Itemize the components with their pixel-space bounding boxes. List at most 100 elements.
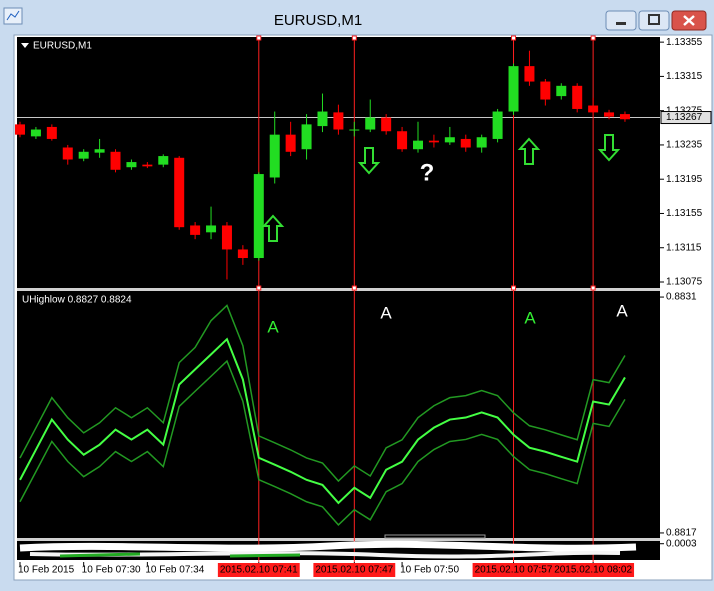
x-label-highlight — [552, 563, 635, 577]
indicator-title: UHighlow 0.8827 0.8824 — [22, 295, 132, 306]
panel-separator — [17, 288, 660, 291]
annotation: A — [524, 308, 536, 327]
candle-body — [556, 85, 567, 97]
candle-body — [78, 151, 89, 159]
y-tick-label: 0.8817 — [666, 528, 697, 539]
x-label-highlight — [472, 563, 555, 577]
vertical-line-anchor — [590, 35, 596, 41]
candle-body — [46, 126, 57, 139]
indicator-line — [19, 337, 626, 505]
minimize-icon — [616, 22, 626, 25]
candle-body — [174, 157, 185, 228]
candle-body — [492, 111, 503, 139]
indicator-panel — [17, 291, 660, 538]
window-buttons — [605, 10, 707, 31]
vertical-line-anchor — [256, 35, 262, 41]
candle-body — [221, 225, 232, 250]
candle-body — [142, 164, 153, 167]
current-price-box — [660, 111, 712, 125]
candle-body — [110, 151, 121, 170]
candle-body — [317, 111, 328, 127]
vertical-line-anchor — [511, 35, 517, 41]
chart-symbol-title: EURUSD,M1 — [33, 41, 92, 52]
restore-button[interactable] — [638, 10, 670, 31]
candle-body — [206, 225, 217, 233]
candle-body — [428, 140, 439, 143]
candle-body — [588, 105, 599, 113]
candle-body — [365, 117, 376, 130]
x-tick-label: 2015.02.10 07:41 — [220, 565, 298, 576]
scrollbar-hint — [384, 534, 486, 539]
annotation: ? — [420, 159, 435, 186]
candle-body — [301, 124, 312, 150]
y-tick-label: 1.13315 — [666, 71, 703, 82]
current-price-label: 1.13267 — [666, 112, 703, 123]
vertical-line-anchor — [351, 35, 357, 41]
candle-body — [190, 225, 201, 235]
candle-body — [476, 137, 487, 148]
y-tick-label: 1.13275 — [666, 105, 703, 116]
x-label-highlight — [313, 563, 396, 577]
candle-body — [333, 112, 344, 130]
y-tick-label: 1.13355 — [666, 37, 703, 48]
down-arrow — [357, 147, 381, 175]
vertical-line-anchor — [256, 285, 262, 291]
vertical-line-anchor — [511, 285, 517, 291]
x-tick-label: 10 Feb 07:50 — [400, 565, 459, 576]
candle-body — [413, 140, 423, 150]
indicator-line — [19, 304, 626, 483]
candle-body — [94, 149, 105, 153]
candle-body — [604, 112, 615, 117]
candle-body — [524, 66, 535, 82]
indicator-line — [19, 359, 626, 526]
y-tick-label: 1.13075 — [666, 277, 703, 288]
candle-body — [572, 85, 583, 109]
candle-body — [508, 66, 519, 112]
y-tick-label: 0.8831 — [666, 292, 697, 303]
candle-body — [269, 134, 280, 178]
chart-menu-triangle — [21, 43, 29, 48]
candle-body — [285, 134, 296, 152]
main-panel — [17, 37, 660, 288]
candle-body — [253, 174, 264, 259]
obscuring-scribble — [19, 534, 637, 559]
panel-separator — [17, 538, 660, 541]
x-tick-label: 2015.02.10 08:02 — [554, 565, 632, 576]
x-tick-label: 2015.02.10 07:57 — [475, 565, 553, 576]
candle-body — [158, 156, 169, 165]
candle-body — [444, 137, 455, 143]
x-label-highlight — [217, 563, 300, 577]
candle-body — [15, 124, 25, 135]
y-tick-label: 1.13235 — [666, 140, 703, 151]
x-tick-label: 10 Feb 07:34 — [145, 565, 204, 576]
annotation: A — [267, 317, 279, 336]
up-arrow — [261, 214, 285, 242]
candle-body — [62, 147, 73, 160]
up-arrow — [517, 137, 541, 165]
candle-body — [619, 114, 630, 120]
marks: 1.13355 1.13315 1.13275 1.13235 1.13195 1.131… — [15, 35, 712, 577]
candle-body — [381, 117, 392, 132]
x-tick-label: 2015.02.10 07:47 — [315, 565, 393, 576]
window-title: EURUSD,M1 — [274, 12, 362, 29]
y-tick-label: 1.13155 — [666, 208, 703, 219]
restore-icon — [648, 14, 660, 25]
vertical-line-anchor — [351, 285, 357, 291]
annotation: A — [380, 303, 392, 322]
minimize-button[interactable] — [605, 10, 637, 31]
candle-body — [349, 129, 360, 131]
candle-body — [126, 162, 137, 168]
scribble — [19, 540, 637, 552]
x-tick-label: 10 Feb 2015 — [18, 565, 75, 576]
candle-body — [397, 131, 408, 150]
y-tick-label: 0.0003 — [666, 538, 697, 549]
y-tick-label: 1.13195 — [666, 174, 703, 185]
candle-body — [540, 81, 551, 100]
scribble — [59, 552, 301, 558]
candle-body — [460, 138, 471, 148]
x-tick-label: 10 Feb 07:30 — [82, 565, 141, 576]
signal-arrows — [261, 134, 621, 242]
candle-body — [30, 129, 41, 137]
candle-body — [237, 249, 248, 259]
